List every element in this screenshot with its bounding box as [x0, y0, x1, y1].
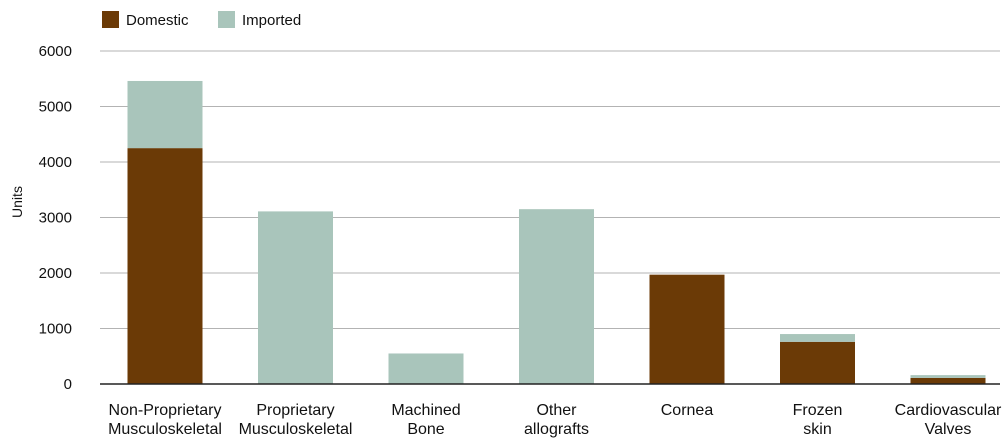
y-tick-label: 3000: [39, 210, 72, 227]
y-axis-title: Units: [9, 186, 25, 218]
bar-domestic: [649, 274, 725, 384]
bar-domestic: [127, 148, 203, 384]
bar-domestic: [910, 377, 986, 384]
bar-imported: [258, 211, 333, 384]
bar-imported: [127, 80, 203, 149]
x-tick-label: Machined Bone: [391, 402, 460, 438]
y-tick-label: 0: [64, 376, 72, 393]
y-tick-label: 2000: [39, 265, 72, 282]
bar-imported: [519, 209, 594, 384]
x-tick-label: Proprietary Musculoskeletal: [239, 402, 353, 438]
y-tick-label: 6000: [39, 43, 72, 60]
bar-imported: [388, 353, 464, 384]
bar-imported: [780, 334, 855, 342]
x-tick-label: Frozen skin: [793, 402, 843, 438]
legend-swatch-imported: [218, 11, 235, 28]
bar-domestic: [780, 341, 855, 384]
x-tick-label: Other allografts: [524, 402, 589, 438]
x-tick-label: Cornea: [661, 402, 714, 419]
y-tick-label: 1000: [39, 321, 72, 338]
legend: Domestic Imported: [102, 11, 301, 29]
y-axis-ticks: 0 1000 2000 3000 4000 5000 6000: [39, 43, 72, 393]
legend-label-imported: Imported: [242, 12, 301, 29]
legend-label-domestic: Domestic: [126, 12, 189, 29]
x-tick-label: Cardiovascular Valves: [895, 402, 1002, 438]
x-tick-label: Non-Proprietary Musculoskeletal: [108, 402, 222, 438]
y-tick-label: 5000: [39, 99, 72, 116]
bar-imported: [910, 375, 986, 378]
legend-swatch-domestic: [102, 11, 119, 28]
y-tick-label: 4000: [39, 154, 72, 171]
x-axis-labels: Non-Proprietary Musculoskeletal Proprietar…: [108, 402, 1002, 438]
bars: [127, 80, 986, 384]
